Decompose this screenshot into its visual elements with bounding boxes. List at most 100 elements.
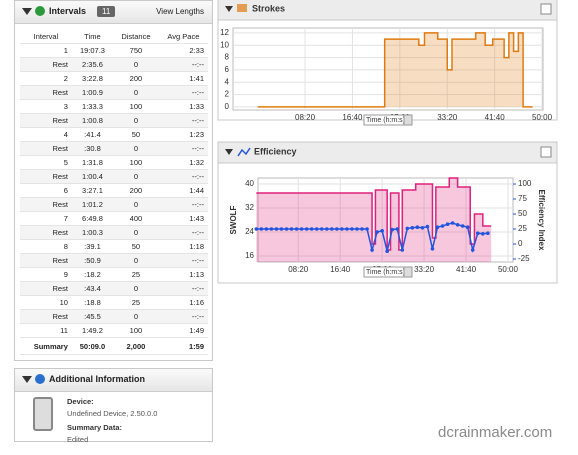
data-point (330, 227, 334, 231)
y-tick-label: 12 (220, 28, 229, 37)
x-tick-label: 16:40 (342, 113, 363, 122)
cell: 1:01.2 (71, 197, 114, 212)
intervals-icon (35, 6, 45, 16)
data-point (314, 227, 319, 231)
cell: --:-- (158, 225, 208, 240)
cell: 1:41 (158, 71, 208, 86)
y-tick-label: 2 (225, 90, 230, 99)
y-tick-label: 8 (225, 53, 230, 62)
y2-tick-label: 75 (518, 194, 527, 203)
data-point (370, 248, 374, 252)
data-point (460, 224, 465, 228)
y2-tick-label: 50 (518, 209, 527, 218)
expand-button[interactable] (540, 3, 552, 15)
cell: 100 (113, 99, 159, 114)
y-tick-label: 16 (245, 251, 254, 260)
data-point (465, 225, 470, 229)
x-tick-label: 50:00 (532, 113, 553, 122)
cell: 25 (113, 295, 159, 310)
cell: --:-- (158, 309, 208, 324)
cell: 19:07.3 (71, 43, 114, 58)
data-point (440, 224, 445, 228)
cell: 0 (113, 253, 159, 268)
cell: 1:00.9 (71, 85, 114, 100)
data-point (319, 227, 324, 231)
data-point (254, 227, 259, 231)
data-point (475, 231, 480, 235)
cell: Rest (20, 281, 72, 296)
x-tick-label: 08:20 (288, 265, 309, 274)
data-point (345, 227, 349, 231)
data-point (289, 227, 294, 231)
cell: :50.9 (71, 253, 114, 268)
y-tick-label: 24 (245, 227, 254, 236)
cell: 0 (113, 57, 159, 72)
cell: 11 (20, 323, 72, 338)
interval-row: 8:39.1 50 1:18 (20, 239, 208, 254)
cell: 0 (113, 197, 159, 212)
cell: 2 (20, 71, 72, 86)
data-point (365, 227, 369, 231)
cell: 3 (20, 99, 72, 114)
data-point (350, 227, 354, 231)
data-point (481, 232, 485, 236)
x-tick-label: 50:00 (498, 265, 519, 274)
interval-row: 7 6:49.8 400 1:43 (20, 211, 208, 226)
y-tick-label: 32 (245, 203, 254, 212)
field-value: Undefined Device, 2.50.0.0 (67, 409, 158, 418)
x-tick-label: 16:40 (330, 265, 351, 274)
interval-row: Rest 1:00.3 0 --:-- (20, 225, 208, 240)
series-line (257, 32, 533, 108)
strokes-header (217, 0, 558, 21)
view-lengths-link[interactable]: View Lengths (156, 7, 204, 16)
data-point (415, 225, 420, 229)
interval-row: Rest 1:01.2 0 --:-- (20, 197, 208, 212)
summary-cell: 1:59 (158, 337, 208, 355)
interval-row: 10:18.8 25 1:16 (20, 295, 208, 310)
data-point (294, 227, 299, 231)
data-point (264, 227, 269, 231)
cell: 5 (20, 155, 72, 170)
column-header: Distance (113, 30, 159, 44)
data-point (425, 224, 430, 229)
x-tick-label: 08:20 (295, 113, 316, 122)
cell: 1:13 (158, 267, 208, 282)
data-point (435, 225, 440, 229)
data-point (324, 227, 329, 231)
expand-button[interactable] (540, 146, 552, 158)
cell: 10 (20, 295, 72, 310)
cell: :18.8 (71, 295, 114, 310)
cell: 8 (20, 239, 72, 254)
x-axis-label: Time (h:m:s) (366, 117, 405, 124)
strokes-icon (237, 4, 247, 12)
additional-info-header: Additional Information (15, 369, 212, 392)
data-point (420, 226, 425, 230)
column-header: Avg Pace (158, 30, 208, 44)
x-tick-label: 33:20 (437, 113, 458, 122)
cell: Rest (20, 197, 72, 212)
cell: 0 (113, 281, 159, 296)
cell: 50 (113, 239, 159, 254)
area-fill (257, 32, 533, 107)
intervals-table: Interval Time Distance Avg Pace 1 19:07.3 750 2… (20, 30, 208, 355)
cell: 9 (20, 267, 72, 282)
y2-tick-label: 100 (518, 179, 532, 188)
cell: 100 (113, 155, 159, 170)
y-tick-label: 0 (225, 102, 230, 111)
cell: 0 (113, 85, 159, 100)
y2-tick-label: -25 (518, 254, 530, 263)
cell: 1:33.3 (71, 99, 114, 114)
dropdown-button[interactable] (403, 114, 413, 126)
y-tick-label: 10 (220, 40, 229, 49)
panel-title: Intervals (49, 6, 87, 16)
data-point (309, 227, 314, 231)
dropdown-button[interactable] (403, 266, 413, 278)
y-tick-label: 40 (245, 179, 254, 188)
column-header: Time (71, 30, 114, 44)
data-point (395, 227, 400, 231)
data-point (304, 227, 309, 231)
cell: 50 (113, 127, 159, 142)
interval-row: Rest 2:35.6 0 --:-- (20, 57, 208, 72)
cell: 1:23 (158, 127, 208, 142)
